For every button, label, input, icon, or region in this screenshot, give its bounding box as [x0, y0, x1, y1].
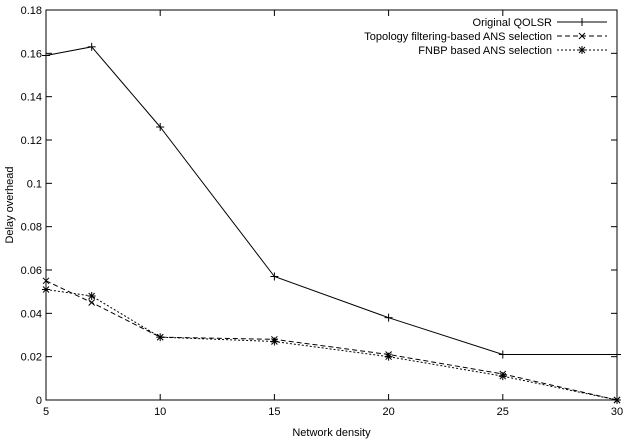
legend: Original QOLSR Topology filtering-based A…	[364, 17, 607, 57]
data-point	[498, 372, 507, 381]
legend-marker	[578, 46, 586, 54]
data-point	[270, 337, 279, 346]
x-axis-label: Network density	[292, 427, 371, 439]
x-axis: 5 10 15 20 25 30	[43, 10, 623, 418]
plot-frame	[45, 9, 618, 401]
data-point	[156, 333, 165, 342]
data-point	[87, 292, 96, 300]
y-tick-label: 0.04	[21, 308, 42, 320]
y-tick-label: 0.18	[21, 5, 42, 17]
y-tick-label: 0.02	[21, 352, 42, 364]
y-tick-label: 0.06	[21, 265, 42, 277]
x-tick-label: 25	[497, 406, 509, 418]
data-point	[42, 51, 50, 60]
data-point	[613, 396, 621, 404]
data-point	[384, 352, 393, 361]
x-tick-label: 20	[382, 406, 394, 418]
data-point	[384, 313, 393, 322]
legend-label: FNBP based ANS selection	[418, 45, 552, 57]
series-line	[45, 46, 617, 355]
series-line	[45, 289, 618, 401]
y-tick-label: 0.16	[21, 48, 42, 60]
data-point	[88, 299, 96, 306]
plot-border	[45, 9, 618, 401]
data-point	[42, 285, 50, 294]
x-tick-label: 15	[268, 406, 280, 418]
data-point	[498, 350, 507, 359]
legend-marker	[578, 18, 586, 26]
data-point	[42, 277, 50, 285]
legend-label: Original QOLSR	[473, 17, 553, 29]
y-tick-label: 0.1	[27, 178, 42, 190]
data-point	[270, 272, 279, 281]
series-3	[42, 285, 621, 404]
legend-label: Topology filtering-based ANS selection	[364, 31, 552, 43]
data-point	[156, 123, 165, 131]
data-point	[87, 42, 96, 51]
series-1	[42, 42, 621, 359]
x-tick-label: 10	[154, 406, 166, 418]
y-tick-label: 0.12	[21, 135, 42, 147]
y-axis-label: Delay overhead	[4, 166, 16, 243]
legend-marker	[578, 32, 586, 40]
y-tick-label: 0	[36, 395, 42, 407]
x-tick-label: 30	[611, 406, 623, 418]
y-tick-label: 0.08	[21, 222, 42, 234]
x-tick-label: 5	[43, 406, 49, 418]
data-point	[613, 350, 621, 359]
y-axis: 0 0.02 0.04 0.06 0.08 0.1 0.12 0.14 0.16 0.18	[21, 5, 617, 407]
y-tick-label: 0.14	[21, 92, 42, 104]
series-layer	[42, 42, 621, 404]
